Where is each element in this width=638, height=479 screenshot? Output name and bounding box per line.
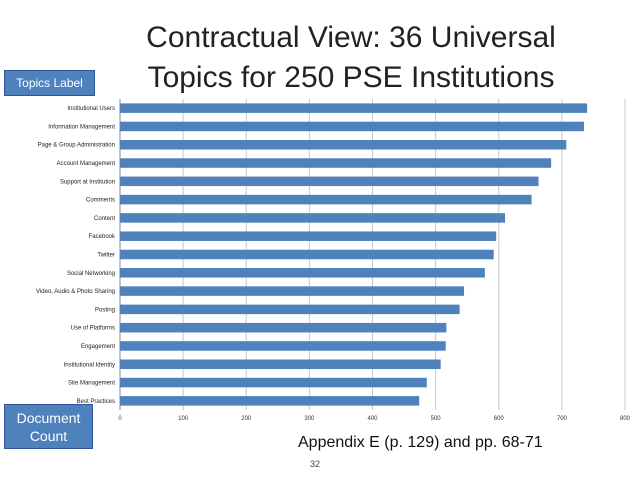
x-tick-label: 600 xyxy=(494,416,505,422)
bar xyxy=(120,176,539,187)
x-tick-label: 300 xyxy=(304,416,315,422)
category-label: Best Practices xyxy=(77,399,115,405)
bar xyxy=(120,341,446,351)
bar xyxy=(120,103,588,113)
bar xyxy=(120,268,485,278)
category-label: Information Management xyxy=(48,124,115,130)
bar xyxy=(120,286,465,296)
bar xyxy=(120,304,460,315)
title-line-2: Topics for 250 PSE Institutions xyxy=(147,61,555,94)
category-label: Account Management xyxy=(57,161,116,167)
category-label: Use of Platforms xyxy=(71,326,115,332)
topics-label-box: Topics Label xyxy=(4,70,95,96)
bar xyxy=(120,377,427,388)
bar xyxy=(120,249,494,260)
bar xyxy=(120,213,506,223)
x-tick-label: 500 xyxy=(431,416,442,422)
category-label: Comments xyxy=(86,198,115,204)
x-tick-label: 700 xyxy=(557,416,568,422)
x-tick-label: 0 xyxy=(118,416,122,422)
x-tick-label: 400 xyxy=(367,416,378,422)
category-label: Page & Group Administration xyxy=(38,143,115,149)
category-label: Posting xyxy=(95,307,115,313)
category-label: Institutional Users xyxy=(67,106,115,112)
category-label: Engagement xyxy=(81,344,115,350)
page-number: 32 xyxy=(310,459,321,469)
bar xyxy=(120,396,420,406)
x-tick-label: 800 xyxy=(620,416,631,422)
category-label: Facebook xyxy=(89,234,116,240)
x-tick-label: 100 xyxy=(178,416,189,422)
title-line-1: Contractual View: 36 Universal xyxy=(146,21,556,54)
document-count-line-1: Document xyxy=(16,410,81,426)
bar xyxy=(120,322,447,333)
document-count-line-2: Count xyxy=(29,428,68,444)
bar xyxy=(120,194,532,205)
bar xyxy=(120,359,441,370)
category-label: Video, Audio & Photo Sharing xyxy=(36,289,115,295)
document-count-box: Document Count xyxy=(4,404,93,449)
category-label: Social Networking xyxy=(67,271,115,277)
x-tick-label: 200 xyxy=(241,416,252,422)
bar xyxy=(120,121,584,132)
category-label: Content xyxy=(94,216,115,222)
category-label: Twitter xyxy=(97,253,115,259)
bar xyxy=(120,158,552,168)
category-label: Support at Institution xyxy=(60,179,115,185)
category-label: Institutional Identity xyxy=(64,362,115,368)
bar xyxy=(120,139,567,150)
category-label: Site Management xyxy=(68,381,115,387)
bar xyxy=(120,231,497,241)
footer-citation: Appendix E (p. 129) and pp. 68-71 xyxy=(298,434,543,451)
slide-title: Contractual View: 36 Universal Topics fo… xyxy=(96,18,606,98)
